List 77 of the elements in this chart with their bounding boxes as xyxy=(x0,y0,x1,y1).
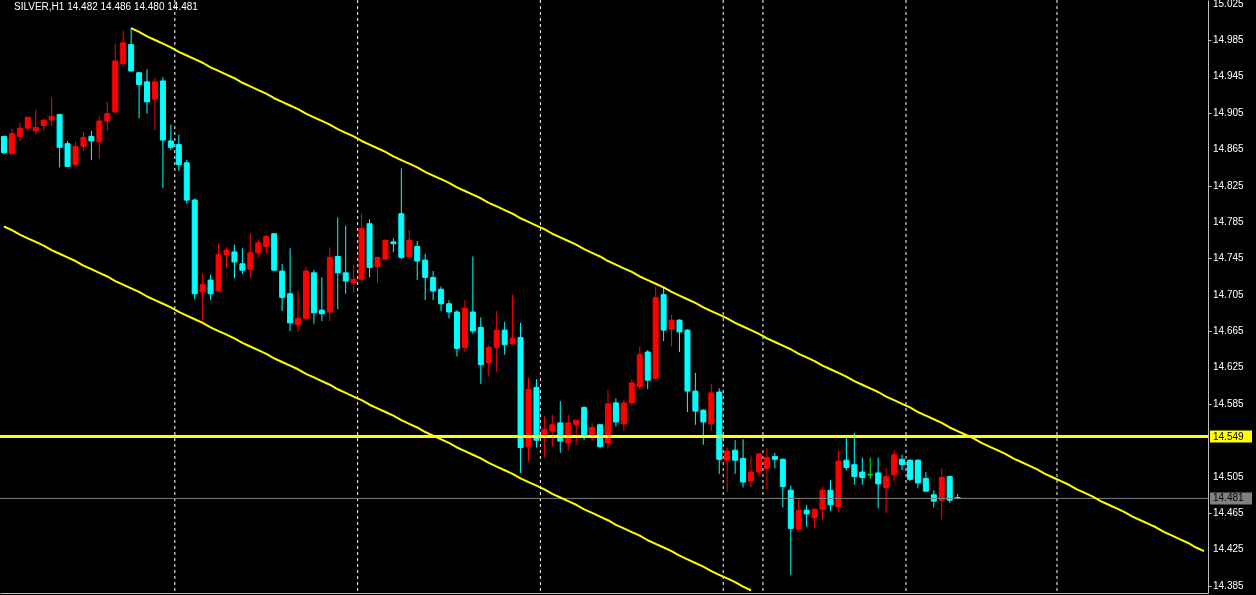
candlestick xyxy=(493,310,500,373)
candlestick xyxy=(255,238,262,258)
candlestick xyxy=(620,399,627,432)
candlestick xyxy=(899,454,906,471)
candlestick xyxy=(795,499,802,533)
chart-title: SILVER,H1 14.482 14.486 14.480 14.481 xyxy=(14,1,199,12)
candlestick xyxy=(938,467,945,520)
ref-line-label: 14.549 xyxy=(1213,430,1245,442)
y-tick-label: 14.985 xyxy=(1213,34,1245,46)
candlestick xyxy=(88,130,95,161)
candlestick xyxy=(501,321,508,356)
y-tick-label: 14.505 xyxy=(1213,470,1245,482)
candlestick xyxy=(724,446,731,493)
candlestick xyxy=(628,378,635,407)
candlestick xyxy=(573,419,580,446)
y-tick-label: 15.025 xyxy=(1213,0,1245,9)
candlestick xyxy=(612,397,619,428)
candlestick xyxy=(748,456,755,488)
y-tick-label: 14.865 xyxy=(1213,143,1245,155)
candlestick xyxy=(485,344,492,378)
candlestick xyxy=(509,294,516,346)
candlestick xyxy=(32,109,39,136)
candlestick xyxy=(875,456,882,509)
y-tick-label: 14.585 xyxy=(1213,397,1245,409)
candlestick xyxy=(167,124,174,151)
candlestick xyxy=(422,253,429,301)
candlestick xyxy=(859,456,866,486)
candlestick xyxy=(891,449,898,482)
candlestick xyxy=(199,273,206,323)
candlestick xyxy=(914,458,921,489)
candlestick xyxy=(16,122,23,142)
y-tick-label: 14.425 xyxy=(1213,543,1245,555)
candlestick xyxy=(430,270,437,301)
candlestick xyxy=(239,247,246,275)
candlestick xyxy=(740,438,747,488)
y-tick-label: 14.905 xyxy=(1213,106,1245,118)
candlestick xyxy=(151,76,158,131)
y-tick-label: 14.705 xyxy=(1213,288,1245,300)
candlestick xyxy=(231,244,238,279)
y-tick-label: 14.745 xyxy=(1213,252,1245,264)
candlestick xyxy=(247,233,254,278)
candlestick xyxy=(144,68,151,115)
candlestick xyxy=(771,452,778,469)
candlestick xyxy=(342,225,349,295)
candlestick xyxy=(827,479,834,512)
ref-line-label: 14.481 xyxy=(1213,492,1245,504)
candlestick xyxy=(946,475,953,504)
candlestick xyxy=(438,286,445,312)
candlestick xyxy=(263,234,270,255)
candlestick xyxy=(414,240,421,281)
candlestick xyxy=(104,101,111,132)
candlestick xyxy=(295,290,302,333)
candlestick xyxy=(668,314,675,348)
y-tick-label: 14.385 xyxy=(1213,579,1245,591)
candlestick xyxy=(120,30,127,68)
candlestick xyxy=(318,276,325,322)
candlestick xyxy=(803,504,810,528)
candlestick xyxy=(48,96,55,127)
candlestick xyxy=(906,458,913,482)
candlestick xyxy=(469,255,476,335)
y-tick-label: 14.625 xyxy=(1213,361,1245,373)
candlestick xyxy=(446,299,453,319)
y-tick-label: 14.945 xyxy=(1213,70,1245,82)
y-tick-label: 14.785 xyxy=(1213,215,1245,227)
candlestick xyxy=(96,115,103,160)
candlestick xyxy=(883,467,890,514)
candlestick xyxy=(207,274,214,301)
y-tick-label: 14.665 xyxy=(1213,325,1245,337)
candlestick xyxy=(136,71,143,119)
candlestick xyxy=(175,134,182,172)
candlestick xyxy=(732,439,739,475)
candlestick xyxy=(763,447,770,490)
candlestick xyxy=(334,216,341,310)
candlestick xyxy=(8,128,15,155)
y-tick-label: 14.825 xyxy=(1213,179,1245,191)
y-tick-label: 14.465 xyxy=(1213,506,1245,518)
candlestick xyxy=(406,229,413,257)
